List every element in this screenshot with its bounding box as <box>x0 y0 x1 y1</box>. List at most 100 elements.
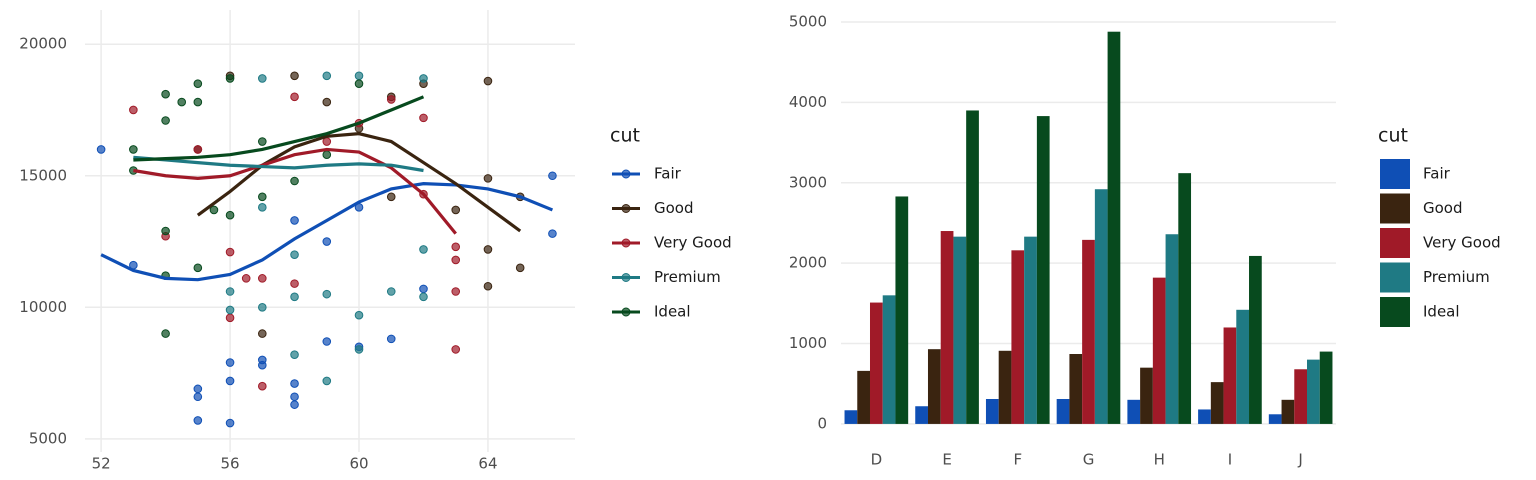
point <box>290 400 299 409</box>
x-tick-label: D <box>871 451 883 469</box>
point <box>290 279 299 288</box>
point <box>241 274 251 283</box>
point <box>322 71 332 81</box>
point <box>451 287 461 296</box>
point <box>451 345 461 354</box>
point <box>161 116 170 125</box>
bar <box>882 295 896 424</box>
legend-label: Ideal <box>1423 303 1460 321</box>
point <box>419 292 428 302</box>
bar <box>1319 351 1333 424</box>
bar <box>1178 173 1192 424</box>
bar <box>1069 354 1083 424</box>
point <box>451 255 461 265</box>
y-tick-label: 15000 <box>19 166 67 184</box>
point <box>386 334 396 344</box>
legend-label: Ideal <box>654 303 691 321</box>
bar <box>844 410 858 424</box>
point <box>483 76 493 86</box>
y-tick-label: 1000 <box>789 334 827 352</box>
point <box>193 145 203 154</box>
point <box>225 74 235 83</box>
bar <box>927 349 941 424</box>
legend-label: Fair <box>1423 165 1451 183</box>
point <box>193 263 203 273</box>
point <box>322 376 332 386</box>
point <box>258 74 267 83</box>
bar <box>940 231 954 424</box>
smooth-line <box>133 155 424 173</box>
point <box>225 313 235 323</box>
point <box>193 416 203 425</box>
bar <box>1236 309 1250 424</box>
point <box>354 345 364 354</box>
legend-dot <box>621 169 631 179</box>
x-tick-label: 60 <box>349 455 368 473</box>
point <box>177 97 187 107</box>
bar <box>1140 367 1153 424</box>
legend-swatch <box>1380 193 1410 224</box>
bar <box>1152 277 1166 424</box>
legend-swatch <box>1380 228 1410 258</box>
legend-label: Premium <box>654 268 721 286</box>
x-tick-label: 52 <box>92 455 111 473</box>
bar <box>1268 414 1282 424</box>
y-tick-label: 5000 <box>29 429 67 447</box>
point <box>322 337 332 346</box>
point <box>193 384 203 394</box>
legend-label: Good <box>654 199 694 217</box>
x-tick-label: J <box>1297 451 1302 469</box>
point <box>322 97 332 107</box>
legend-label: Very Good <box>1423 234 1501 252</box>
y-tick-label: 20000 <box>19 35 67 53</box>
y-tick-label: 4000 <box>789 93 827 111</box>
x-tick-label: 64 <box>478 455 497 473</box>
x-tick-label: E <box>942 451 951 469</box>
legend-swatch <box>1380 297 1410 327</box>
bar <box>1082 239 1095 424</box>
bar <box>1281 399 1295 424</box>
point <box>225 376 235 386</box>
point <box>290 71 299 81</box>
point <box>419 113 428 123</box>
point <box>419 74 428 83</box>
bar <box>1210 382 1224 424</box>
point <box>258 137 267 146</box>
point <box>258 381 267 391</box>
bar <box>915 406 928 424</box>
point <box>322 150 332 160</box>
point <box>129 145 138 154</box>
point <box>386 192 396 202</box>
point <box>290 176 299 186</box>
legend-dot <box>621 307 631 317</box>
point <box>290 350 299 359</box>
bar <box>1127 399 1141 424</box>
bar <box>1036 116 1050 424</box>
bar <box>1024 236 1037 424</box>
legend-title: cut <box>1378 125 1408 147</box>
legend-label: Very Good <box>654 234 732 252</box>
y-tick-label: 2000 <box>789 254 827 272</box>
point <box>548 171 557 181</box>
smooth-line <box>100 182 554 282</box>
point <box>225 358 235 367</box>
point <box>290 292 299 302</box>
point <box>96 145 106 154</box>
legend-title: cut <box>610 125 640 147</box>
point <box>322 237 332 246</box>
bar <box>857 370 870 424</box>
bar <box>1249 255 1262 424</box>
point <box>258 355 267 365</box>
legend-label: Premium <box>1423 268 1490 286</box>
point <box>258 192 267 202</box>
y-tick-label: 5000 <box>789 13 827 31</box>
point <box>515 263 525 273</box>
legend-label: Good <box>1423 199 1463 217</box>
point <box>354 79 364 88</box>
x-tick-label: I <box>1228 451 1232 469</box>
x-tick-label: F <box>1013 451 1022 469</box>
legend-dot <box>621 204 631 213</box>
point <box>258 274 267 283</box>
point <box>322 289 332 299</box>
bar <box>953 236 967 424</box>
